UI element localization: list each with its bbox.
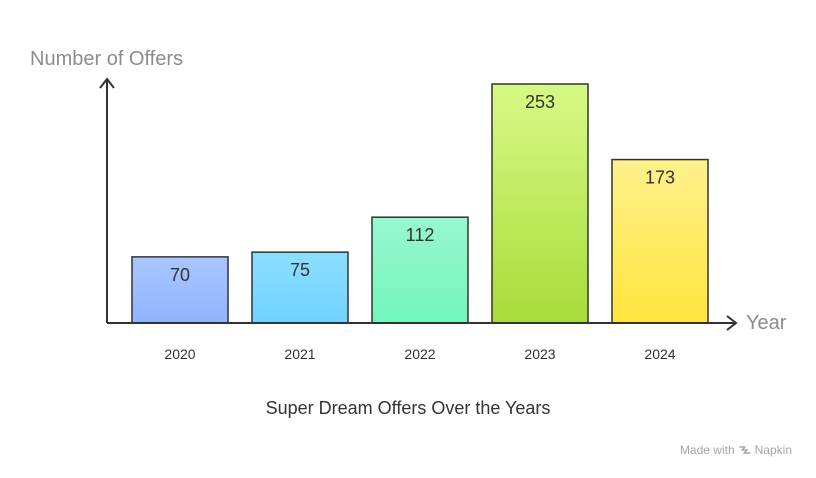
watermark-brand: Napkin (754, 443, 792, 457)
bar-2024 (611, 158, 709, 324)
bar-2023 (491, 83, 589, 324)
x-axis-label: Year (746, 312, 787, 334)
axes (99, 77, 738, 331)
y-axis-label: Number of Offers (30, 48, 184, 70)
bar-2022 (371, 216, 469, 324)
value-label-2021: 75 (290, 260, 310, 280)
x-tick-label-2020: 2020 (164, 346, 195, 362)
x-tick-label-2024: 2024 (644, 346, 675, 362)
x-tick-label-2023: 2023 (524, 346, 555, 362)
x-tick-label-2022: 2022 (404, 346, 435, 362)
watermark: Made with Napkin (680, 443, 792, 457)
bar-2020 (131, 256, 229, 324)
watermark-prefix: Made with (679, 443, 735, 457)
bar-2021 (251, 251, 349, 324)
x-axis-arrowhead (726, 315, 738, 331)
value-label-2023: 253 (525, 92, 555, 112)
x-tick-label-2021: 2021 (284, 346, 315, 362)
napkin-logo-icon (738, 446, 751, 454)
value-label-2024: 173 (645, 168, 675, 188)
value-label-2022: 112 (406, 225, 435, 245)
value-label-2020: 70 (170, 265, 190, 285)
y-axis-arrowhead (99, 77, 115, 89)
chart-title: Super Dream Offers Over the Years (265, 398, 551, 418)
